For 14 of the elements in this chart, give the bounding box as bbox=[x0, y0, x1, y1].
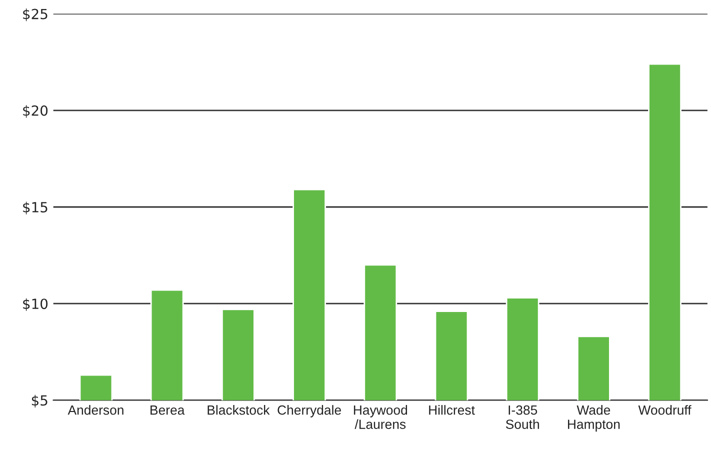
y-tick-label: $10 bbox=[23, 298, 48, 311]
x-tick-label: Wade Hampton bbox=[568, 405, 620, 432]
x-tick-label: I-385 South bbox=[506, 405, 539, 429]
x-tick-label: Haywood /Laurens bbox=[354, 405, 408, 429]
y-tick-label: $20 bbox=[23, 105, 48, 118]
y-tick-label: $15 bbox=[23, 202, 48, 214]
x-tick-label: Berea bbox=[150, 406, 185, 415]
x-tick-label: Anderson bbox=[68, 405, 124, 415]
x-tick-label: Cherrydale bbox=[278, 405, 341, 418]
x-tick-label: Blackstock bbox=[208, 405, 270, 415]
y-tick-label: $25 bbox=[23, 8, 48, 22]
x-tick-label: Woodruff bbox=[638, 405, 692, 415]
x-tick-label: Hillcrest bbox=[429, 405, 475, 415]
y-tick-label: $5 bbox=[32, 394, 48, 408]
